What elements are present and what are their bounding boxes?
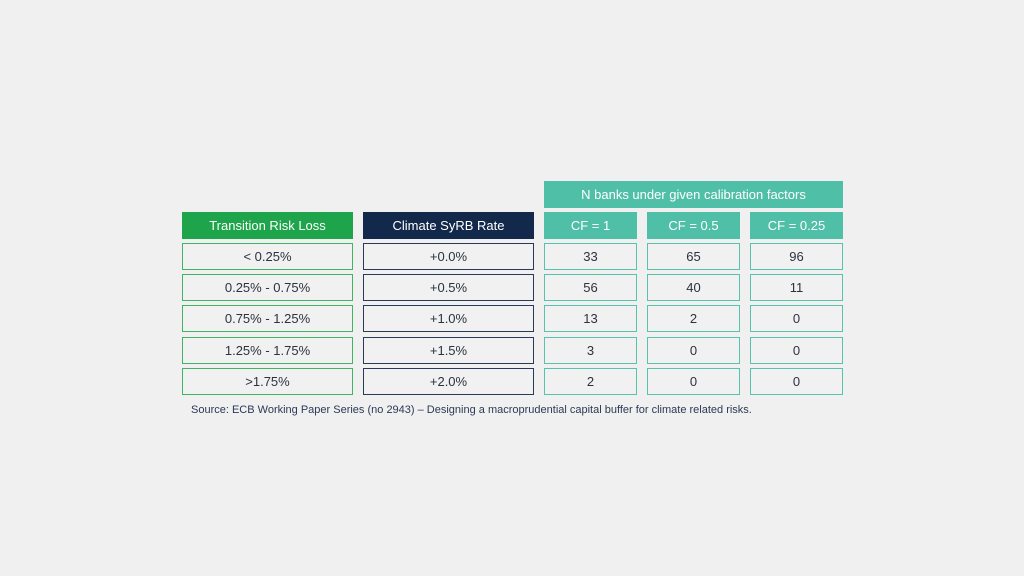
loss-cell: 1.25% - 1.75% xyxy=(182,337,353,364)
cf-0.25-cell: 11 xyxy=(750,274,843,301)
rate-cell: +0.0% xyxy=(363,243,534,270)
cf-0.5-cell: 0 xyxy=(647,337,740,364)
cf-0.5-cell: 65 xyxy=(647,243,740,270)
cf-0.25-cell: 0 xyxy=(750,305,843,332)
loss-cell: 0.25% - 0.75% xyxy=(182,274,353,301)
cf-1-cell: 56 xyxy=(544,274,637,301)
climate-syrb-rate-header: Climate SyRB Rate xyxy=(363,212,534,239)
cf-1-cell: 33 xyxy=(544,243,637,270)
cf-0.25-cell: 96 xyxy=(750,243,843,270)
cf-0.5-header: CF = 0.5 xyxy=(647,212,740,239)
loss-cell: >1.75% xyxy=(182,368,353,395)
cf-0.5-cell: 0 xyxy=(647,368,740,395)
source-note: Source: ECB Working Paper Series (no 294… xyxy=(191,404,752,416)
calibration-group-header: N banks under given calibration factors xyxy=(544,181,843,208)
rate-cell: +0.5% xyxy=(363,274,534,301)
cf-1-header: CF = 1 xyxy=(544,212,637,239)
cf-1-cell: 3 xyxy=(544,337,637,364)
loss-cell: 0.75% - 1.25% xyxy=(182,305,353,332)
cf-0.5-cell: 2 xyxy=(647,305,740,332)
rate-cell: +1.5% xyxy=(363,337,534,364)
loss-cell: < 0.25% xyxy=(182,243,353,270)
cf-1-cell: 13 xyxy=(544,305,637,332)
cf-0.25-cell: 0 xyxy=(750,337,843,364)
rate-cell: +1.0% xyxy=(363,305,534,332)
cf-0.25-cell: 0 xyxy=(750,368,843,395)
cf-1-cell: 2 xyxy=(544,368,637,395)
rate-cell: +2.0% xyxy=(363,368,534,395)
cf-0.25-header: CF = 0.25 xyxy=(750,212,843,239)
transition-risk-loss-header: Transition Risk Loss xyxy=(182,212,353,239)
cf-0.5-cell: 40 xyxy=(647,274,740,301)
